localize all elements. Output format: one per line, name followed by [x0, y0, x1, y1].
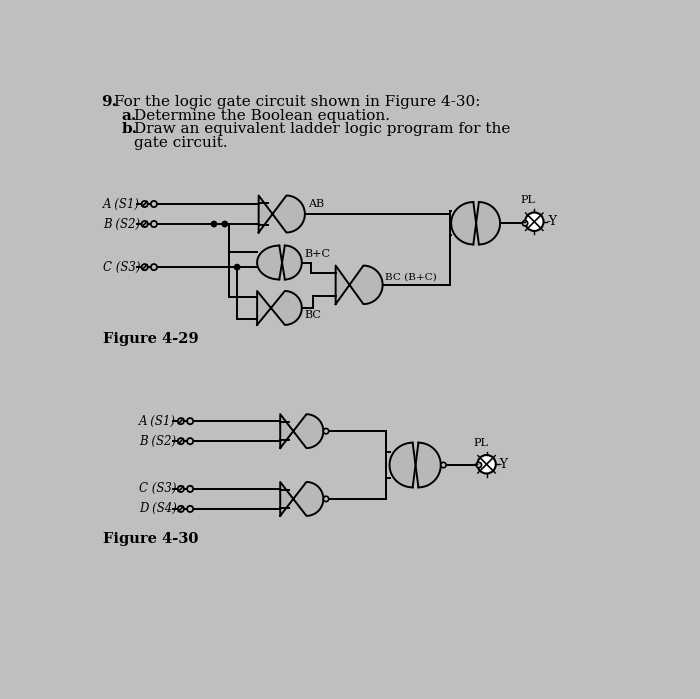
- Circle shape: [151, 264, 157, 271]
- Text: C (S3): C (S3): [139, 482, 177, 496]
- Polygon shape: [336, 266, 383, 304]
- Circle shape: [187, 486, 193, 492]
- Circle shape: [187, 418, 193, 424]
- Polygon shape: [390, 442, 441, 487]
- Polygon shape: [280, 415, 323, 448]
- Text: PL: PL: [473, 438, 488, 448]
- Text: AB: AB: [308, 199, 324, 210]
- Text: A (S1): A (S1): [139, 415, 176, 428]
- Text: BC (B+C): BC (B+C): [385, 273, 437, 282]
- Circle shape: [323, 496, 329, 502]
- Text: Determine the Boolean equation.: Determine the Boolean equation.: [134, 108, 390, 122]
- Circle shape: [222, 222, 228, 226]
- Polygon shape: [280, 482, 323, 516]
- Polygon shape: [258, 196, 304, 233]
- Circle shape: [178, 438, 184, 445]
- Text: B (S2): B (S2): [139, 435, 176, 447]
- Text: 9.: 9.: [101, 94, 117, 108]
- Text: BC: BC: [305, 310, 322, 320]
- Circle shape: [522, 221, 528, 226]
- Text: -Y: -Y: [547, 215, 558, 228]
- Circle shape: [525, 212, 543, 231]
- Text: B+C: B+C: [305, 250, 331, 259]
- Polygon shape: [257, 245, 302, 280]
- Text: -Y: -Y: [497, 458, 508, 470]
- Circle shape: [178, 486, 184, 492]
- Text: C (S3): C (S3): [103, 261, 141, 273]
- Text: For the logic gate circuit shown in Figure 4-30:: For the logic gate circuit shown in Figu…: [114, 94, 480, 108]
- Circle shape: [141, 264, 148, 271]
- Text: gate circuit.: gate circuit.: [134, 136, 228, 150]
- Circle shape: [187, 438, 193, 445]
- Circle shape: [477, 455, 496, 473]
- Circle shape: [178, 506, 184, 512]
- Circle shape: [141, 221, 148, 227]
- Circle shape: [323, 428, 329, 434]
- Text: a.: a.: [122, 108, 136, 122]
- Circle shape: [441, 462, 446, 468]
- Circle shape: [211, 222, 217, 226]
- Circle shape: [476, 462, 482, 468]
- Circle shape: [151, 201, 157, 207]
- Text: b.: b.: [122, 122, 138, 136]
- Polygon shape: [257, 291, 302, 325]
- Polygon shape: [452, 202, 500, 245]
- Text: A (S1): A (S1): [103, 198, 140, 210]
- Text: B (S2): B (S2): [103, 217, 140, 231]
- Text: D (S4): D (S4): [139, 503, 177, 515]
- Circle shape: [234, 264, 240, 270]
- Circle shape: [141, 201, 148, 207]
- Text: Figure 4-30: Figure 4-30: [103, 532, 199, 546]
- Circle shape: [187, 506, 193, 512]
- Circle shape: [178, 418, 184, 424]
- Text: Draw an equivalent ladder logic program for the: Draw an equivalent ladder logic program …: [134, 122, 510, 136]
- Text: PL: PL: [521, 195, 536, 205]
- Text: Figure 4-29: Figure 4-29: [103, 332, 199, 346]
- Circle shape: [151, 221, 157, 227]
